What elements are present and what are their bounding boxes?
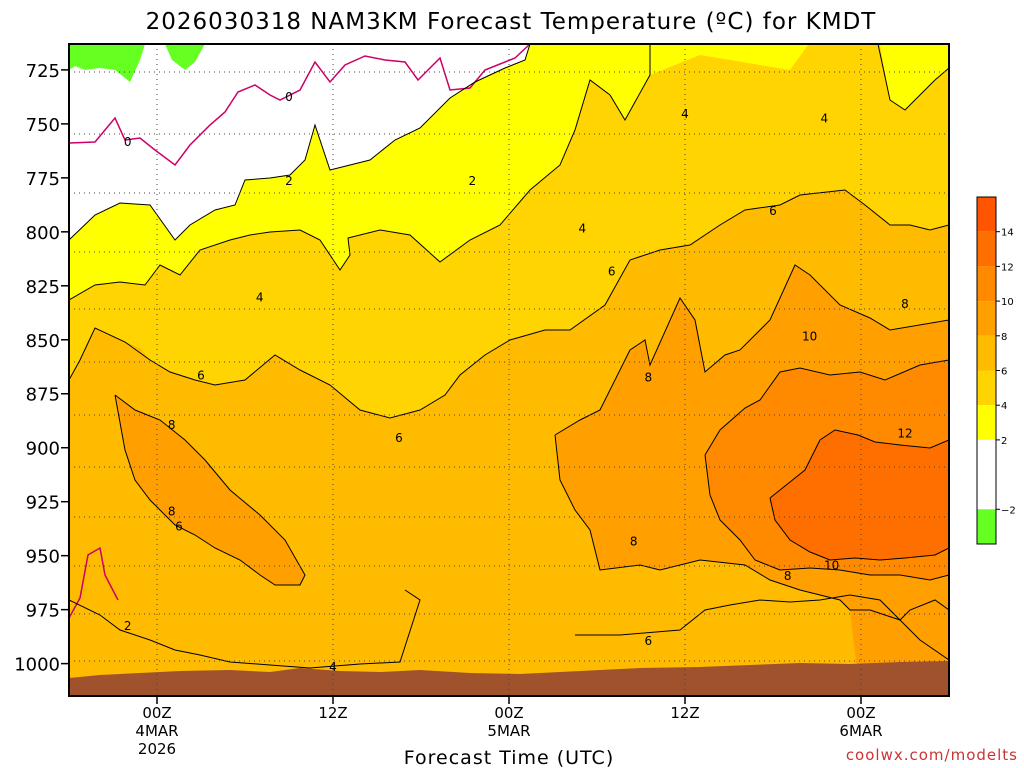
y-tick-label: 1000 — [14, 655, 60, 676]
colorbar-label: 14 — [1001, 228, 1014, 239]
temp-band-8-10-left — [115, 395, 305, 585]
y-tick-label: 725 — [26, 61, 60, 82]
contour-label: 8 — [645, 370, 653, 384]
contour-label: 0 — [285, 90, 293, 104]
contour-8 — [704, 359, 949, 456]
watermark: coolwx.com/modelts — [846, 746, 1018, 764]
y-tick-label: 750 — [26, 115, 60, 136]
colorbar-swatch — [977, 197, 996, 232]
colorbar-swatch — [977, 509, 996, 544]
contour-label: 8 — [901, 297, 909, 311]
contour-4-lower — [69, 589, 421, 669]
y-tick-label: 825 — [26, 277, 60, 298]
contour-label: 6 — [197, 368, 205, 382]
contour-6-right — [554, 264, 949, 436]
contour-label: 8 — [630, 535, 638, 549]
contour-label: 6 — [395, 431, 403, 445]
y-tick-label: 975 — [26, 601, 60, 622]
y-tick-label: 875 — [26, 385, 60, 406]
y-tick-label: 900 — [26, 439, 60, 460]
x-tick-label: 12Z — [670, 704, 699, 722]
colorbar-label: 12 — [1001, 262, 1014, 273]
contour-10-bottom — [769, 497, 949, 561]
colorbar-swatch — [977, 405, 996, 440]
colorbar-swatch — [977, 266, 996, 302]
y-tick-label: 925 — [26, 493, 60, 514]
colorbar-label: 10 — [1001, 297, 1014, 308]
contour-label: 6 — [645, 634, 653, 648]
colorbar-swatch — [977, 370, 996, 406]
contour-4-lower-right — [575, 594, 949, 661]
contour-label: 4 — [821, 111, 829, 125]
freezing-band — [69, 44, 205, 82]
contour-label: 4 — [681, 107, 689, 121]
contour-label: 10 — [824, 558, 839, 572]
chart-title: 2026030318 NAM3KM Forecast Temperature (… — [146, 9, 877, 35]
contour-2-top — [877, 44, 949, 111]
contour-label: 8 — [168, 504, 176, 518]
contour-2-right — [69, 44, 651, 301]
x-tick-sub1: 6MAR — [839, 722, 882, 740]
contour-label: 6 — [769, 204, 777, 218]
y-tick-label: 950 — [26, 547, 60, 568]
colorbar: 14 12 10 8 6 4 2 −2 — [976, 196, 1016, 545]
contour-2 — [69, 44, 531, 241]
colorbar-label: −2 — [1001, 505, 1016, 516]
colorbar-swatch — [977, 335, 996, 371]
x-tick-label: 00Z — [494, 704, 523, 722]
contour-label: 4 — [579, 222, 587, 236]
contour-label: 10 — [802, 329, 817, 343]
colorbar-label: 6 — [1001, 367, 1007, 378]
colorbar-swatch — [977, 439, 996, 510]
contour-label: 12 — [897, 427, 912, 441]
terrain — [69, 661, 949, 696]
colorbar-swatch — [977, 301, 996, 336]
contour-label: 8 — [168, 418, 176, 432]
colorbar-label: 8 — [1001, 332, 1007, 343]
y-tick-label: 850 — [26, 331, 60, 352]
contour-label: 2 — [124, 619, 132, 633]
contour-8-bottom — [704, 454, 949, 581]
y-tick-label: 775 — [26, 169, 60, 190]
contour-6-left — [114, 394, 306, 586]
contour-4 — [69, 189, 949, 419]
contour-label: 2 — [285, 174, 293, 188]
colorbar-label: 4 — [1001, 401, 1007, 412]
x-tick-label: 00Z — [142, 704, 171, 722]
y-axis: 725 750 775 800 825 850 875 900 925 950 975 1000 — [14, 61, 69, 676]
x-axis-label: Forecast Time (UTC) — [404, 747, 614, 768]
x-tick-sub2: 2026 — [138, 740, 176, 758]
gridlines — [69, 44, 949, 696]
contour-label: 6 — [608, 265, 616, 279]
contour-label: 2 — [469, 174, 477, 188]
temp-band-12-14 — [770, 430, 949, 560]
contour-label: 6 — [175, 519, 183, 533]
contour-label: 4 — [256, 291, 264, 305]
x-tick-sub1: 5MAR — [487, 722, 530, 740]
contour-label: 8 — [784, 569, 792, 583]
y-tick-label: 800 — [26, 223, 60, 244]
colorbar-label: 2 — [1001, 436, 1007, 447]
temp-band-below-2-upper — [69, 44, 530, 240]
contour-10 — [769, 429, 949, 499]
contour-0-lower — [69, 546, 119, 619]
x-tick-sub1: 4MAR — [135, 722, 178, 740]
colorbar-swatch — [977, 231, 996, 267]
contour-label: 4 — [329, 660, 337, 674]
x-tick-label: 00Z — [846, 704, 875, 722]
contour-0-upper — [69, 44, 531, 167]
x-tick-label: 12Z — [318, 704, 347, 722]
contour-6-bottom — [554, 434, 949, 621]
contour-label: 0 — [124, 135, 132, 149]
